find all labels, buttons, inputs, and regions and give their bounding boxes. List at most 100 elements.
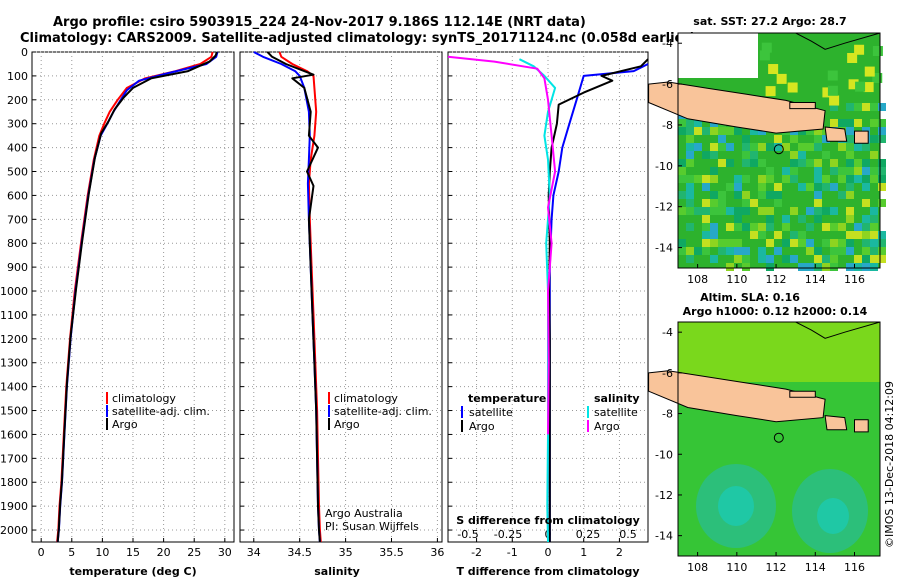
sst-pixel <box>847 52 858 63</box>
map-x-tick-label: 114 <box>805 561 826 574</box>
y-tick-label: 800 <box>7 237 28 250</box>
sst-pixel <box>726 247 734 255</box>
sst-pixel <box>742 143 750 151</box>
sst-pixel <box>718 207 726 215</box>
sst-pixel <box>686 119 694 127</box>
sst-pixel <box>814 183 822 191</box>
map-x-tick-label: 112 <box>766 273 787 286</box>
sst-pixel <box>710 127 718 135</box>
sst-pixel <box>830 239 838 247</box>
sst-pixel <box>854 263 862 271</box>
sst-pixel <box>694 175 702 183</box>
top-x-tick-label: 0.5 <box>619 528 637 541</box>
sst-pixel <box>814 143 822 151</box>
sst-pixel <box>702 199 710 207</box>
sst-map-title: sat. SST: 27.2 Argo: 28.7 <box>693 15 846 28</box>
sst-pixel <box>694 127 702 135</box>
sst-pixel <box>878 135 886 143</box>
y-tick-label: 0 <box>21 46 28 59</box>
sst-pixel <box>686 247 694 255</box>
legend-label-t-argo: Argo <box>469 420 495 433</box>
land-shape <box>648 81 826 134</box>
sst-pixel <box>822 175 830 183</box>
sst-pixel <box>878 167 886 175</box>
map-y-tick-label: -8 <box>662 119 673 132</box>
sst-pixel <box>678 159 686 167</box>
sst-pixel <box>750 231 758 239</box>
sst-pixel <box>846 135 854 143</box>
sst-pixel <box>686 159 694 167</box>
sst-pixel <box>870 263 878 271</box>
sst-pixel <box>742 199 750 207</box>
sst-pixel <box>846 159 854 167</box>
series-line <box>447 55 557 435</box>
sst-pixel <box>686 207 694 215</box>
sst-pixel <box>790 159 798 167</box>
sst-pixel <box>734 207 742 215</box>
land-shape <box>854 419 869 433</box>
float-position-marker <box>773 144 784 155</box>
x-tick-label: -1 <box>507 546 518 559</box>
map-y-tick-label: -4 <box>662 326 673 339</box>
sst-pixel <box>822 151 830 159</box>
sst-pixel <box>678 247 686 255</box>
sst-pixel <box>766 191 774 199</box>
map-x-tick-label: 116 <box>844 273 865 286</box>
x-tick-label: 0 <box>38 546 45 559</box>
map-frame <box>677 32 881 269</box>
top-x-tick-label: -0.25 <box>494 528 522 541</box>
sla-map: 108 110 112 114 116 -4 -6 -8 -10 -12 -14 <box>648 321 881 574</box>
sst-pixel <box>758 255 766 263</box>
sst-pixel <box>710 223 718 231</box>
sst-pixel <box>798 151 806 159</box>
sst-pixel <box>750 127 758 135</box>
map-y-tick-label: -10 <box>655 448 673 461</box>
sst-pixel <box>742 207 750 215</box>
sst-pixel <box>678 175 686 183</box>
y-tick-label: 1100 <box>0 309 28 322</box>
map-frame <box>677 321 881 557</box>
sst-pixel <box>766 143 774 151</box>
sst-pixel <box>686 199 694 207</box>
sst-pixel <box>750 159 758 167</box>
sst-pixel <box>846 215 854 223</box>
sst-pixel <box>726 183 734 191</box>
sst-pixel <box>766 207 774 215</box>
sst-pixel <box>710 207 718 215</box>
sst-pixel <box>854 143 862 151</box>
land-shape <box>824 126 848 142</box>
sst-pixel <box>702 151 710 159</box>
sst-pixel <box>863 82 874 93</box>
sst-pixel <box>774 199 782 207</box>
sst-pixel <box>734 223 742 231</box>
sst-pixel <box>766 263 774 271</box>
temperature-plot: 0100200300400500600700800900100011001200… <box>0 46 234 559</box>
sst-pixel <box>862 255 870 263</box>
sst-pixel <box>768 64 779 75</box>
y-tick-label: 1800 <box>0 476 28 489</box>
sst-pixel <box>702 239 710 247</box>
y-tick-label: 1500 <box>0 405 28 418</box>
x-tick-label: 25 <box>187 546 201 559</box>
sst-pixel <box>814 199 822 207</box>
sst-pixel <box>790 239 798 247</box>
sst-pixel <box>766 215 774 223</box>
sla-eddy-core <box>718 486 754 526</box>
map-x-tick-label: 110 <box>726 273 747 286</box>
map-y-tick-label: -14 <box>655 242 673 255</box>
sst-pixel <box>830 119 838 127</box>
sst-pixel <box>822 223 830 231</box>
sst-pixel <box>854 231 862 239</box>
sst-pixel <box>862 247 870 255</box>
sst-pixel <box>878 239 886 247</box>
top-x-tick-label: -0.5 <box>457 528 478 541</box>
series-line <box>548 63 649 542</box>
sst-pixel <box>726 159 734 167</box>
sst-pixel <box>822 183 830 191</box>
sst-pixel <box>870 103 878 111</box>
x-tick-label: 35 <box>339 546 353 559</box>
sst-pixel <box>846 239 854 247</box>
sst-pixel <box>878 127 886 135</box>
map-y-tick-label: -12 <box>655 201 673 214</box>
